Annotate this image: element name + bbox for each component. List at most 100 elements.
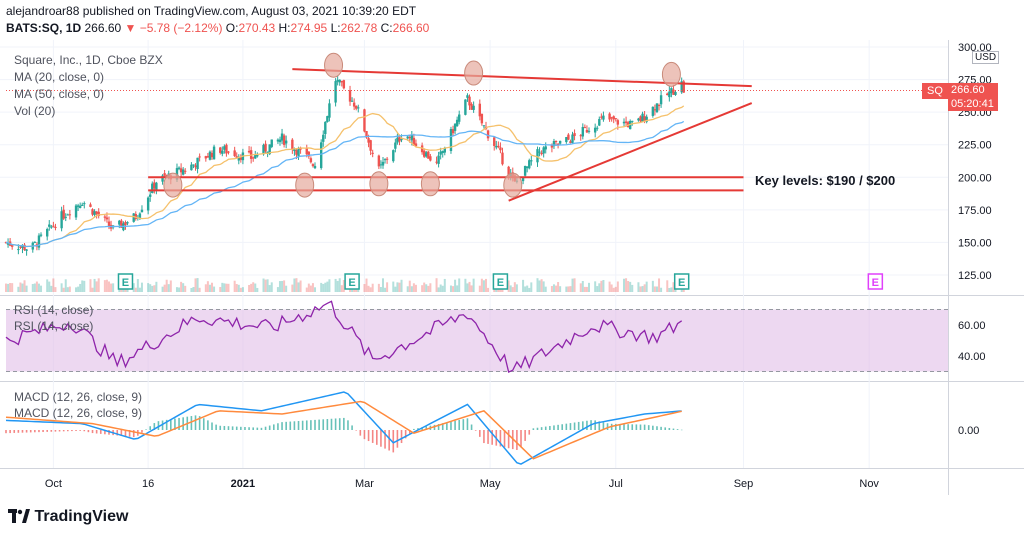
volume-bar — [672, 282, 675, 292]
macd-histogram-bar — [338, 418, 341, 430]
candle-body — [311, 164, 315, 167]
macd-histogram-bar — [540, 427, 543, 430]
macd-histogram-bar — [380, 430, 382, 447]
candle-body — [89, 204, 92, 207]
candle-body — [655, 103, 659, 113]
candle-body — [60, 211, 63, 229]
volume-bar — [25, 285, 28, 292]
volume-bar — [334, 278, 337, 292]
macd-histogram-bar — [297, 420, 300, 430]
macd-histogram-bar — [408, 430, 411, 434]
volume-bar — [50, 285, 53, 292]
macd-histogram-bar — [289, 421, 292, 430]
earnings-marker — [867, 273, 884, 290]
volume-bar — [616, 281, 619, 292]
candle-body — [610, 117, 613, 119]
volume-bar — [536, 278, 539, 292]
candle-body — [352, 102, 356, 107]
tradingview-logo[interactable]: TradingView — [8, 508, 128, 526]
countdown-tag: 05:20:41 — [948, 97, 998, 111]
macd-histogram-bar — [602, 422, 605, 430]
legend-macd-a[interactable]: MACD (12, 26, close, 9) — [14, 390, 143, 404]
candle-body — [480, 113, 484, 124]
macd-histogram-bar — [178, 417, 180, 430]
candle-body — [422, 150, 426, 157]
candle-body — [540, 152, 543, 155]
candle-body — [192, 164, 195, 166]
volume-bar — [645, 281, 648, 292]
candle-body — [464, 99, 467, 115]
legend-macd-b[interactable]: MACD (12, 26, close, 9) — [14, 406, 143, 420]
earnings-marker-label: E — [348, 277, 355, 289]
macd-histogram-bar — [95, 430, 98, 434]
candle-body — [645, 116, 648, 122]
candle-body — [639, 116, 642, 122]
macd-histogram-bar — [343, 417, 345, 430]
volume-bar — [40, 285, 43, 292]
volume-bar — [19, 282, 22, 292]
candle-body — [466, 95, 469, 98]
macd-histogram-bar — [67, 430, 69, 432]
volume-bar — [435, 278, 438, 292]
volume-bar — [140, 282, 143, 292]
volume-bar — [138, 287, 141, 292]
macd-histogram-bar — [120, 430, 123, 436]
legend-rsi-b[interactable]: RSI (14, close) — [14, 319, 94, 333]
volume-bar — [295, 278, 298, 292]
volume-bar — [484, 278, 487, 292]
candle-body — [453, 123, 457, 131]
macd-histogram-bar — [606, 423, 609, 430]
volume-bar — [314, 287, 317, 292]
candle-body — [495, 146, 498, 148]
macd-histogram-bar — [318, 419, 320, 430]
candle-body — [342, 80, 346, 89]
volume-bar — [637, 282, 640, 292]
candle-body — [581, 127, 585, 137]
volume-bar — [254, 283, 257, 292]
time-tick-label: Sep — [734, 478, 754, 490]
rsi-tick-label: 40.00 — [958, 351, 986, 363]
candle-body — [651, 106, 655, 116]
symbol-tag: SQ — [922, 83, 948, 99]
macd-histogram-bar — [244, 427, 246, 430]
candle-body — [542, 147, 545, 154]
candle-body — [305, 148, 308, 155]
volume-bar — [194, 278, 197, 292]
macd-histogram-bar — [532, 428, 535, 430]
volume-bar — [408, 280, 411, 292]
candle-body — [507, 166, 510, 176]
volume-bar — [449, 285, 452, 292]
ma50-line — [5, 120, 685, 248]
rsi-tick-label: 60.00 — [958, 320, 986, 332]
macd-histogram-bar — [631, 424, 634, 430]
candle-body — [196, 157, 199, 169]
candle-body — [62, 209, 65, 219]
volume-bar — [594, 281, 597, 292]
volume-bar — [60, 283, 63, 292]
macd-histogram-bar — [483, 430, 485, 444]
volume-bar — [112, 283, 115, 292]
legend-volume[interactable]: Vol (20) — [14, 104, 56, 118]
volume-bar — [458, 278, 461, 292]
highlight-circle — [420, 171, 440, 197]
volume-bar — [206, 281, 209, 292]
legend-ma50[interactable]: MA (50, close, 0) — [14, 87, 105, 101]
candle-body — [470, 104, 473, 110]
volume-bar — [9, 283, 12, 292]
candle-body — [398, 135, 401, 142]
earnings-marker-label: E — [872, 277, 879, 289]
candle-body — [439, 151, 442, 155]
candle-body — [552, 141, 556, 147]
candle-body — [233, 150, 236, 157]
legend-rsi-a[interactable]: RSI (14, close) — [14, 303, 94, 317]
legend-ma20[interactable]: MA (20, close, 0) — [14, 70, 105, 84]
macd-histogram-bar — [75, 430, 77, 431]
price-tick-label: 125.00 — [958, 270, 992, 282]
macd-histogram-bar — [99, 430, 102, 434]
candle-body — [66, 214, 70, 216]
volume-bar — [196, 278, 199, 292]
candle-body — [95, 211, 98, 214]
macd-histogram-bar — [71, 430, 73, 432]
volume-bar — [614, 286, 617, 292]
